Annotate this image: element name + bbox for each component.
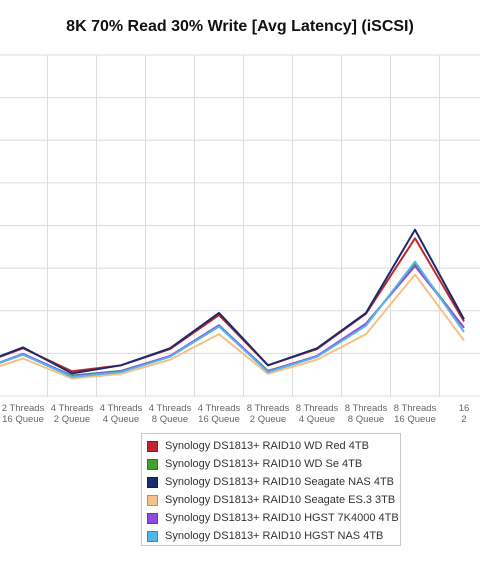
chart-legend: Synology DS1813+ RAID10 WD Red 4TB Synolo… <box>141 433 401 546</box>
series-layer <box>0 228 465 380</box>
legend-label: Synology DS1813+ RAID10 HGST NAS 4TB <box>165 530 384 542</box>
series-line <box>0 228 465 375</box>
legend-swatch <box>147 440 158 452</box>
x-tick-label: 4 Threads 4 Queue <box>100 403 143 425</box>
series-line <box>0 264 465 377</box>
legend-item: Synology DS1813+ RAID10 Seagate ES.3 3TB <box>147 491 400 509</box>
legend-swatch <box>147 530 158 542</box>
legend-label: Synology DS1813+ RAID10 WD Se 4TB <box>165 458 363 470</box>
legend-item: Synology DS1813+ RAID10 HGST 7K4000 4TB <box>147 509 400 527</box>
legend-label: Synology DS1813+ RAID10 Seagate NAS 4TB <box>165 476 394 488</box>
x-tick-label: 4 Threads 8 Queue <box>149 403 192 425</box>
legend-swatch <box>147 458 158 470</box>
series-line <box>0 260 465 378</box>
series-line <box>0 237 465 373</box>
legend-swatch <box>147 512 158 524</box>
legend-swatch <box>147 494 158 506</box>
x-tick-label: 8 Threads 8 Queue <box>345 403 388 425</box>
x-tick-label: 16 2 <box>459 403 470 425</box>
x-tick-label: 8 Threads 4 Queue <box>296 403 339 425</box>
legend-swatch <box>147 476 158 488</box>
x-tick-label: 8 Threads 16 Queue <box>394 403 437 425</box>
x-tick-label: 8 Threads 2 Queue <box>247 403 290 425</box>
legend-item: Synology DS1813+ RAID10 WD Se 4TB <box>147 455 400 473</box>
legend-item: Synology DS1813+ RAID10 Seagate NAS 4TB <box>147 473 400 491</box>
chart-title: 8K 70% Read 30% Write [Avg Latency] (iSC… <box>66 18 414 35</box>
x-tick-label: 4 Threads 16 Queue <box>198 403 241 425</box>
x-tick-label: 4 Threads 2 Queue <box>51 403 94 425</box>
legend-label: Synology DS1813+ RAID10 WD Red 4TB <box>165 440 369 452</box>
legend-item: Synology DS1813+ RAID10 WD Red 4TB <box>147 437 400 455</box>
series-line <box>0 273 465 380</box>
legend-label: Synology DS1813+ RAID10 Seagate ES.3 3TB <box>165 494 396 506</box>
x-tick-label: 2 Threads 16 Queue <box>2 403 45 425</box>
series-line <box>0 262 465 377</box>
legend-label: Synology DS1813+ RAID10 HGST 7K4000 4TB <box>165 512 399 524</box>
legend-item: Synology DS1813+ RAID10 HGST NAS 4TB <box>147 527 400 545</box>
